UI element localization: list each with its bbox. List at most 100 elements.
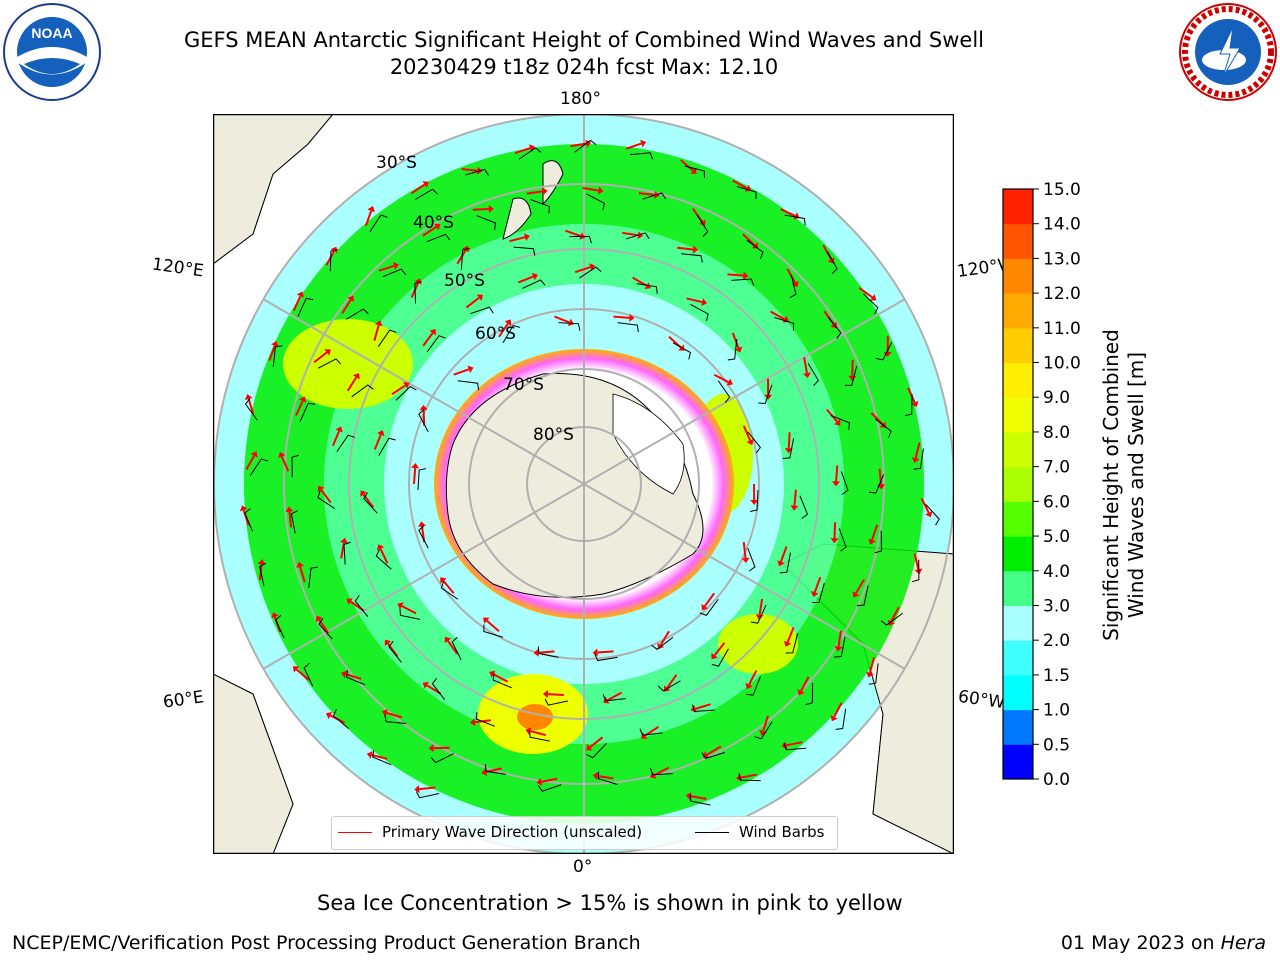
wave-arrow bbox=[364, 210, 373, 227]
wind-barb bbox=[784, 214, 806, 226]
wind-barb bbox=[874, 530, 883, 554]
colorbar-label-line1: Significant Height of Combined bbox=[1099, 329, 1123, 641]
wind-barb bbox=[343, 541, 351, 565]
wave-arrow bbox=[401, 605, 417, 615]
wave-arrow bbox=[514, 147, 531, 155]
colorbar-ticks: 0.0 0.5 1.0 1.5 2.0 3.0 4.0 5.0 6.0 7.0 8.0 9.0 10.0… bbox=[1033, 180, 1081, 790]
wind-barb bbox=[346, 670, 366, 686]
colorbar-tick-label: 13.0 bbox=[1043, 249, 1081, 269]
wave-arrow-head bbox=[239, 505, 248, 512]
wave-arrow bbox=[870, 412, 884, 426]
nws-logo-icon bbox=[1179, 3, 1277, 101]
wave-arrow-head bbox=[834, 646, 843, 652]
wind-barb bbox=[904, 393, 913, 417]
wind-barb bbox=[636, 283, 658, 294]
wave-arrow-head bbox=[640, 139, 647, 148]
wave-arrow-head bbox=[777, 560, 785, 567]
wave-arrow-head bbox=[428, 744, 434, 753]
wind-barb bbox=[840, 471, 849, 495]
wave-arrow-head bbox=[832, 481, 841, 487]
wave-arrow-head bbox=[597, 186, 604, 195]
wind-barb bbox=[597, 771, 618, 786]
wind-barb bbox=[838, 528, 847, 552]
wind-barb bbox=[329, 249, 338, 272]
wave-arrow-head bbox=[469, 718, 476, 727]
wind-barb bbox=[299, 402, 316, 422]
wave-arrow-head bbox=[701, 298, 707, 306]
colorbar-tick-label: 6.0 bbox=[1043, 492, 1070, 512]
colorbar-cell bbox=[1003, 536, 1033, 572]
wind-barb bbox=[812, 583, 825, 604]
wave-arrow bbox=[530, 730, 546, 737]
noaa-logo-icon: NOAA bbox=[3, 3, 101, 101]
colorbar-tick-label: 10.0 bbox=[1043, 354, 1081, 374]
wind-barb bbox=[834, 636, 846, 658]
wind-barb bbox=[430, 753, 454, 764]
wave-arrow bbox=[268, 345, 276, 362]
wave-arrow bbox=[742, 542, 747, 559]
wave-arrow-head bbox=[746, 438, 754, 446]
wave-arrow bbox=[288, 511, 293, 528]
colorbar: 0.0 0.5 1.0 1.5 2.0 3.0 4.0 5.0 6.0 7.0 8.0 9.0 10.0… bbox=[1002, 180, 1148, 790]
wind-barb bbox=[844, 365, 858, 386]
wave-arrow-head bbox=[392, 262, 399, 270]
wave-arrow-head bbox=[592, 648, 598, 657]
wind-barb bbox=[483, 624, 504, 638]
wave-arrow-head bbox=[467, 365, 474, 374]
colorbar-cell bbox=[1003, 605, 1033, 641]
wave-arrow bbox=[345, 673, 362, 680]
wave-arrow bbox=[742, 425, 752, 441]
wave-arrow-head bbox=[317, 485, 325, 493]
wave-arrow-head bbox=[743, 271, 749, 280]
footer-left: NCEP/EMC/Verification Post Processing Pr… bbox=[12, 932, 641, 954]
wave-arrow bbox=[340, 542, 345, 559]
wind-barb bbox=[774, 317, 795, 331]
wave-arrow-head bbox=[422, 181, 429, 188]
wave-arrow-head bbox=[360, 490, 367, 497]
wind-barb bbox=[465, 168, 489, 176]
wind-barb bbox=[783, 742, 807, 751]
wave-arrow-head bbox=[887, 619, 895, 626]
wave-arrow bbox=[868, 657, 876, 674]
wave-arrow-head bbox=[296, 561, 304, 568]
wave-arrow-head bbox=[292, 666, 300, 673]
wave-arrow bbox=[786, 741, 803, 747]
wave-arrow-head bbox=[629, 313, 635, 322]
wave-arrow bbox=[422, 226, 437, 237]
wave-arrow-head bbox=[764, 394, 773, 400]
wind-barb bbox=[574, 139, 597, 153]
wind-barb bbox=[418, 409, 429, 433]
wind-barb bbox=[750, 489, 759, 513]
wave-arrow-head bbox=[802, 372, 811, 379]
wind-barb bbox=[868, 474, 885, 494]
wind-barb bbox=[925, 504, 940, 526]
wave-arrow-head bbox=[852, 591, 860, 598]
wave-arrow-head bbox=[734, 346, 743, 353]
wind-barb bbox=[691, 704, 715, 712]
wave-arrow-head bbox=[488, 205, 494, 214]
wave-arrow bbox=[666, 674, 678, 689]
wind-barb bbox=[290, 510, 298, 534]
wave-arrow bbox=[822, 244, 832, 260]
wave-arrow bbox=[574, 266, 591, 274]
wave-arrow bbox=[833, 702, 843, 718]
wave-arrow bbox=[313, 351, 328, 364]
wind-barb bbox=[363, 492, 378, 514]
wave-arrow-head bbox=[367, 206, 376, 213]
wind-barb bbox=[827, 316, 842, 339]
wind-barb bbox=[642, 192, 667, 200]
wave-arrow bbox=[391, 384, 406, 396]
colorbar-cell bbox=[1003, 640, 1033, 676]
lat-label-70s: 70°S bbox=[503, 375, 544, 395]
wave-arrow bbox=[727, 273, 744, 277]
wave-arrow bbox=[813, 576, 822, 593]
wave-arrow-head bbox=[603, 696, 610, 704]
wave-arrow-head bbox=[244, 394, 253, 401]
wind-barb bbox=[384, 714, 407, 724]
wind-barb bbox=[876, 341, 893, 361]
colorbar-tick-label: 4.0 bbox=[1043, 562, 1070, 582]
footer-right: 01 May 2023 on Hera bbox=[1061, 932, 1266, 954]
wave-arrow-head bbox=[533, 648, 539, 657]
wave-arrow-head bbox=[869, 294, 877, 301]
colorbar-cell bbox=[1003, 362, 1033, 398]
